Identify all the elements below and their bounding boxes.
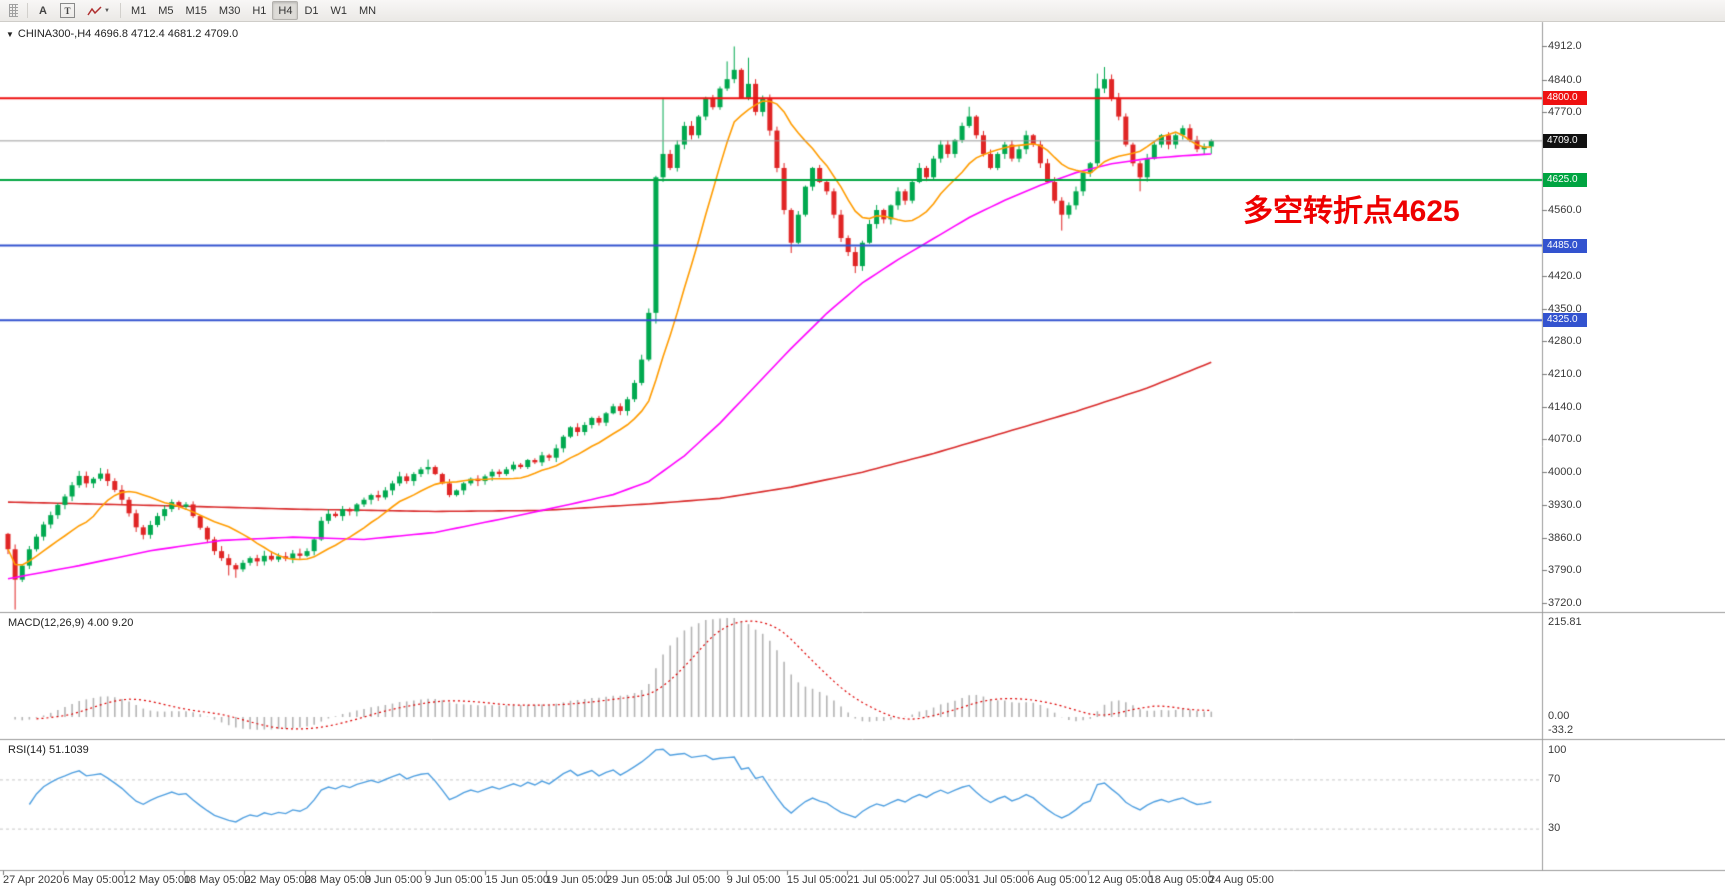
label-tool-glyph: T — [60, 3, 75, 18]
panel-separator-rsi[interactable] — [0, 736, 1725, 743]
timeframe-m15-button[interactable]: M15 — [180, 1, 213, 20]
macd-panel[interactable] — [0, 616, 1542, 736]
toolbar-grip-icon[interactable] — [9, 4, 18, 17]
annotation-text[interactable]: 多空转折点4625 — [1243, 195, 1460, 228]
draw-tool-button[interactable]: ▼ — [81, 1, 116, 20]
rsi-panel[interactable] — [0, 743, 1542, 870]
one-click-trading-icon[interactable]: ▼ — [6, 29, 14, 39]
timeframe-d1-button[interactable]: D1 — [298, 1, 324, 20]
toolbar-separator — [27, 3, 28, 18]
price-axis[interactable] — [1542, 22, 1725, 871]
main-chart-panel[interactable] — [0, 22, 1542, 612]
time-axis[interactable] — [0, 871, 1725, 893]
timeframe-mn-button[interactable]: MN — [353, 1, 382, 20]
toolbar: A T ▼ M1 M5 M15 M30 H1 H4 D1 W1 MN — [0, 0, 1725, 22]
timeframe-h1-button[interactable]: H1 — [246, 1, 272, 20]
label-tool-button[interactable]: T — [54, 1, 81, 20]
zigzag-draw-icon — [87, 5, 102, 15]
toolbar-separator — [119, 3, 121, 18]
timeframe-w1-button[interactable]: W1 — [325, 1, 354, 20]
timeframe-m5-button[interactable]: M5 — [152, 1, 179, 20]
timeframe-h4-button[interactable]: H4 — [272, 1, 299, 20]
panel-separator-macd[interactable] — [0, 609, 1725, 616]
timeframe-m1-button[interactable]: M1 — [125, 1, 152, 20]
timeframe-m30-button[interactable]: M30 — [213, 1, 246, 20]
text-tool-button[interactable]: A — [32, 1, 54, 20]
caret-down-icon: ▼ — [104, 7, 110, 14]
